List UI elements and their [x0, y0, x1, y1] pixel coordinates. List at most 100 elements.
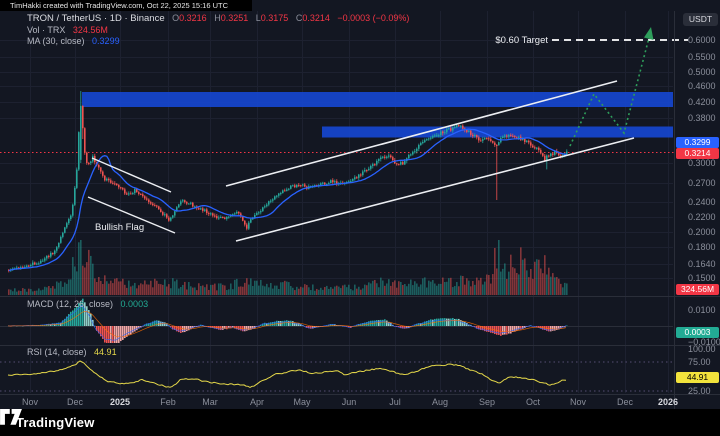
candle: [70, 215, 72, 219]
macd-bar: [264, 322, 266, 326]
candle: [28, 265, 30, 267]
candle: [68, 218, 70, 224]
candle: [182, 200, 184, 202]
candle: [428, 138, 430, 140]
candle: [294, 185, 296, 188]
candle: [542, 153, 544, 156]
candle: [460, 125, 462, 127]
volume-bar: [464, 284, 466, 295]
macd-bar: [262, 323, 264, 326]
candle: [86, 152, 88, 164]
volume-bar: [270, 283, 272, 295]
price-scale[interactable]: 0.6000 0.5500 0.5000 0.4600 0.4200 0.3800 0.30…: [688, 35, 720, 396]
candle: [368, 168, 370, 171]
volume-bar: [290, 286, 292, 295]
volume-bar: [414, 281, 416, 295]
macd-bar: [504, 326, 506, 335]
volume-bar: [500, 271, 502, 295]
candle: [426, 139, 428, 141]
tradingview-logo-icon[interactable]: [0, 409, 22, 426]
volume-bar: [304, 284, 306, 295]
rsi-line[interactable]: [7, 360, 567, 388]
time-tick-label: Nov: [570, 397, 587, 407]
currency-unit-button[interactable]: USDT: [683, 13, 718, 26]
macd-bar: [108, 326, 110, 343]
candle: [400, 162, 402, 165]
volume-bar: [102, 283, 104, 295]
candle: [118, 184, 120, 188]
macd-bar: [250, 326, 252, 330]
macd-bar: [156, 320, 158, 326]
flag-upper-line[interactable]: [91, 157, 172, 193]
price-target-annotation[interactable]: $0.60 Target: [495, 35, 548, 46]
channel-lower-line[interactable]: [235, 137, 635, 242]
projection-path[interactable]: [569, 33, 651, 147]
volume-bar: [256, 280, 258, 295]
volume-bar: [436, 285, 438, 295]
bullish-flag-annotation[interactable]: Bullish Flag: [95, 222, 145, 233]
candle: [56, 247, 58, 251]
candle: [142, 194, 144, 197]
candle: [502, 136, 504, 138]
candle: [232, 214, 234, 216]
volume-bar: [398, 281, 400, 295]
volume-bar: [108, 283, 110, 295]
candle: [304, 184, 306, 187]
price-tick-label: 0.4200: [688, 97, 716, 107]
volume-bar: [198, 283, 200, 295]
time-scale[interactable]: Nov Dec 2025 Feb Mar Apr May Jun Jul Aug Sep Oct Nov…: [22, 397, 678, 407]
price-tick-label: 0.5000: [688, 67, 716, 77]
volume-bar: [400, 281, 402, 295]
candle: [442, 131, 444, 134]
resistance-zone-upper[interactable]: [82, 92, 673, 107]
channel-upper-line[interactable]: [225, 80, 618, 187]
volume-bar: [124, 284, 126, 295]
candle: [330, 180, 332, 183]
candle: [216, 216, 218, 219]
volume-bar: [456, 282, 458, 295]
macd-bar: [152, 321, 154, 326]
volume-bar: [186, 289, 188, 295]
candle: [320, 183, 322, 185]
macd-bar: [170, 326, 172, 328]
volume-bar: [498, 240, 500, 295]
candle: [16, 267, 18, 269]
volume-bar: [112, 283, 114, 295]
ma-axis-badge: 0.3299: [676, 137, 719, 148]
candle: [300, 185, 302, 187]
brand-wordmark[interactable]: TradingView: [16, 415, 95, 430]
candle: [46, 255, 48, 259]
volume-bar: [442, 277, 444, 295]
candle: [246, 224, 248, 229]
ma-30-line[interactable]: [8, 128, 567, 272]
volume-bar: [178, 288, 180, 295]
volume-bar: [84, 267, 86, 295]
symbol-title: TRON / TetherUS · 1D · Binance: [27, 13, 165, 24]
candle: [178, 204, 180, 208]
volume-bar: [272, 288, 274, 295]
support-resistance-zone[interactable]: [322, 126, 673, 138]
volume-bar: [472, 281, 474, 295]
volume-bar: [358, 286, 360, 295]
volume-bar: [554, 277, 556, 295]
volume-bar: [526, 270, 528, 295]
candle: [250, 219, 252, 223]
candle: [188, 203, 190, 205]
candle: [238, 211, 240, 214]
candle: [454, 127, 456, 129]
volume-bar: [432, 280, 434, 295]
volume-bar: [302, 287, 304, 295]
candle: [416, 148, 418, 152]
flag-lower-line[interactable]: [87, 196, 176, 234]
time-tick-label: Apr: [250, 397, 264, 407]
volume-bar: [474, 284, 476, 295]
candle: [234, 213, 236, 215]
volume-bar: [310, 290, 312, 295]
candle: [512, 135, 514, 137]
volume-bar: [282, 282, 284, 295]
candle: [284, 190, 286, 192]
time-tick-label: Feb: [160, 397, 176, 407]
volume-bar: [312, 284, 314, 295]
candle: [354, 177, 356, 180]
